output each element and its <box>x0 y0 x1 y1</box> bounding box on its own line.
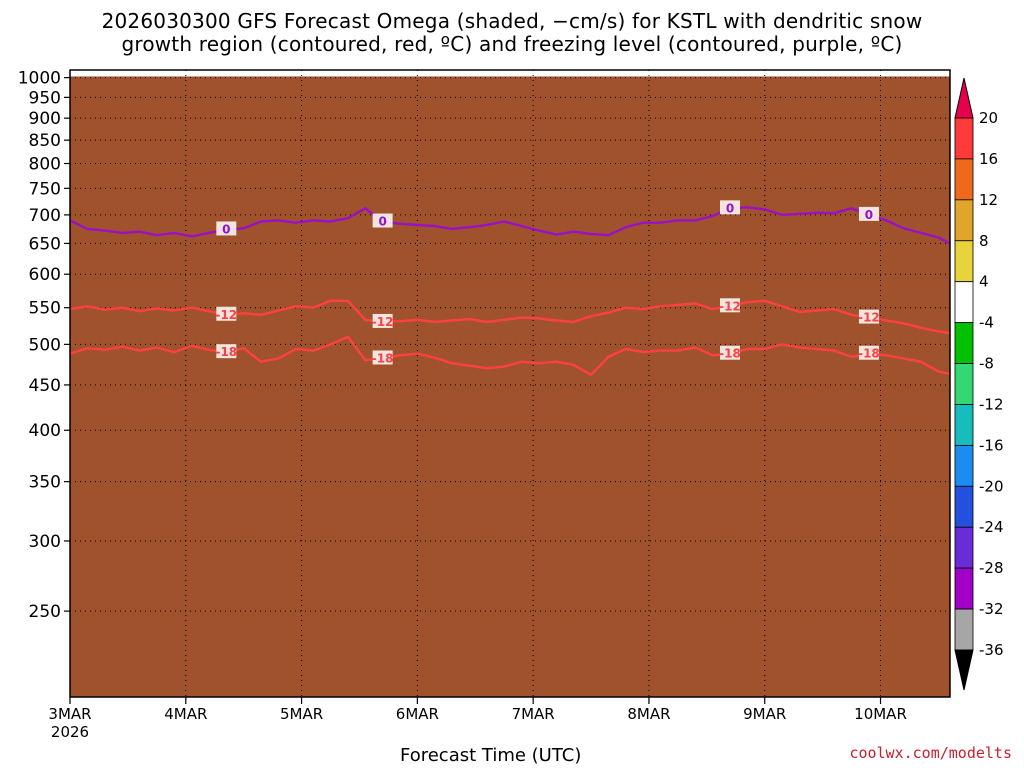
y-tick-label: 800 <box>29 154 61 174</box>
x-tick-label: 10MAR <box>854 705 907 723</box>
contour-label-bg <box>372 213 393 228</box>
colorbar-label: -32 <box>979 600 1004 618</box>
contour-label-bg <box>372 350 393 365</box>
colorbar-segment <box>954 158 974 201</box>
y-tick-label: 250 <box>29 602 61 622</box>
contour-label-bg <box>216 344 237 359</box>
y-tick-label: 1000 <box>18 69 61 89</box>
colorbar-segment <box>954 485 974 528</box>
colorbar-segment <box>954 199 974 242</box>
contour-label: 0 <box>222 222 230 236</box>
y-tick-label: 700 <box>29 206 61 226</box>
contour-label-bg <box>216 221 237 236</box>
y-tick-label: 350 <box>29 473 61 493</box>
x-axis-label: Forecast Time (UTC) <box>400 745 582 766</box>
contour-label: -12 <box>215 308 237 322</box>
contour-label: 0 <box>726 201 734 215</box>
y-tick-label: 500 <box>29 335 61 355</box>
colorbar-segment <box>954 240 974 283</box>
y-tick-label: 750 <box>29 179 61 199</box>
colorbar-segment <box>954 281 974 324</box>
x-tick-label: 9MAR <box>743 705 786 723</box>
contour-label: 0 <box>865 208 873 222</box>
y-axis: 2503003504004505005506006507007508008509… <box>18 69 70 622</box>
y-tick-label: 650 <box>29 234 61 254</box>
contour-label-bg <box>858 206 879 221</box>
colorbar: 20 16 12 8 4 -4 -8 -12 -16 -20 -24 -28 -32 -36 <box>954 77 1004 691</box>
y-tick-label: 550 <box>29 299 61 319</box>
y-tick-label: 900 <box>29 109 61 129</box>
contour-label: -18 <box>372 351 394 365</box>
colorbar-label: -8 <box>979 355 994 373</box>
plot-frame <box>69 69 951 698</box>
colorbar-segment <box>954 363 974 405</box>
contour-label-bg <box>372 313 393 328</box>
contour-label-bg <box>720 345 740 360</box>
contour-label-bg <box>720 200 740 215</box>
x-axis: 3MAR 4MAR 5MAR 6MAR 7MAR 8MAR 9MAR 10MAR 2026 <box>48 697 907 741</box>
colorbar-segment <box>954 117 974 160</box>
contour-label: -12 <box>719 299 741 313</box>
ground-band <box>70 76 950 697</box>
y-tick-label: 600 <box>29 265 61 285</box>
ground-surface <box>70 76 950 697</box>
colorbar-label: 8 <box>979 232 989 250</box>
x-tick-label: 6MAR <box>396 705 439 723</box>
colorbar-label: 4 <box>979 273 989 291</box>
y-tick-label: 950 <box>29 88 61 108</box>
contour-label: -18 <box>719 347 741 361</box>
colorbar-label: -12 <box>979 395 1004 413</box>
contour-label-bg <box>858 309 879 324</box>
colorbar-top-arrow <box>954 77 974 119</box>
colorbar-segment <box>954 526 974 569</box>
chart-title-line-2: growth region (contoured, red, ºC) and f… <box>121 32 903 56</box>
chart-title-line-1: 2026030300 GFS Forecast Omega (shaded, −… <box>101 9 923 33</box>
contour-label-bg <box>858 345 879 360</box>
colorbar-label: -4 <box>979 314 994 332</box>
contour-label: -18 <box>858 347 880 361</box>
y-tick-label: 450 <box>29 376 61 396</box>
contour-label: 0 <box>378 215 386 229</box>
x-tick-label: 8MAR <box>627 705 670 723</box>
x-tick-label: 4MAR <box>164 705 207 723</box>
y-tick-label: 300 <box>29 532 61 552</box>
colorbar-segment <box>954 444 974 487</box>
y-tick-label: 400 <box>29 421 61 441</box>
colorbar-label: -16 <box>979 436 1004 454</box>
contour-label-bg <box>720 298 740 313</box>
colorbar-label: 20 <box>979 109 998 127</box>
attribution: coolwx.com/modelts <box>849 744 1012 762</box>
colorbar-segment <box>954 567 974 610</box>
colorbar-label: 16 <box>979 150 998 168</box>
contour-lines: -18 -18 -18 -18 -12 -12 -12 -12 0 0 0 0 <box>70 200 950 376</box>
colorbar-segment <box>954 404 974 446</box>
colorbar-label: -36 <box>979 641 1004 659</box>
x-tick-label: 3MAR <box>48 705 91 723</box>
colorbar-label: -20 <box>979 477 1004 495</box>
contour-label: -18 <box>215 345 237 359</box>
x-tick-label: 5MAR <box>280 705 323 723</box>
colorbar-label: -24 <box>979 518 1004 536</box>
contour-label: -12 <box>372 315 394 329</box>
x-tick-label: 7MAR <box>512 705 555 723</box>
colorbar-segment <box>954 608 974 651</box>
x-year-label: 2026 <box>51 723 89 741</box>
colorbar-label: -28 <box>979 559 1004 577</box>
y-tick-label: 850 <box>29 131 61 151</box>
contour-label: -12 <box>858 311 880 325</box>
grid-lines <box>69 70 950 697</box>
colorbar-bottom-arrow <box>954 649 974 691</box>
colorbar-segment <box>954 322 974 364</box>
contour-label-bg <box>216 306 237 321</box>
colorbar-label: 12 <box>979 191 998 209</box>
